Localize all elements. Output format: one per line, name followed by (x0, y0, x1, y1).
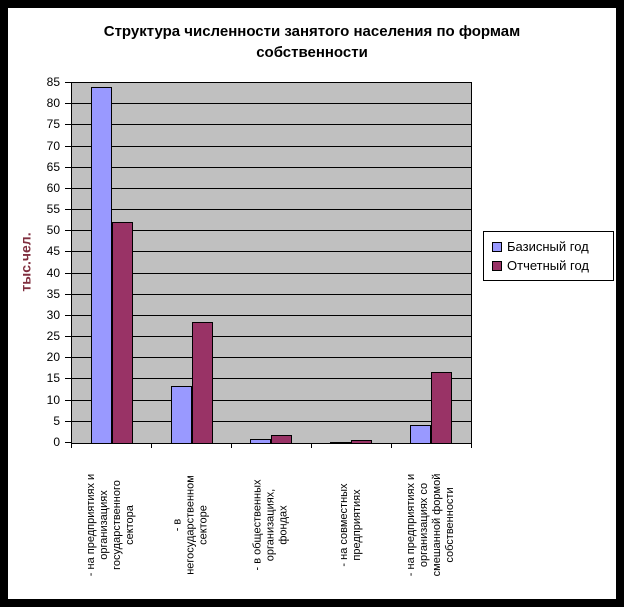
x-axis-label: - на совместных предприятиях (338, 483, 363, 567)
bar-groups (72, 83, 471, 443)
y-tick-mark (65, 82, 71, 83)
chart-canvas: Структура численности занятого населения… (8, 8, 616, 599)
y-tick-label: 30 (46, 307, 60, 322)
x-tick-mark (391, 443, 392, 448)
y-tick-mark (65, 187, 71, 189)
bar (250, 438, 272, 443)
y-tick-label: 55 (46, 202, 60, 217)
gridline (72, 357, 471, 359)
y-tick-label: 65 (46, 159, 60, 174)
gridline (72, 293, 471, 295)
bar-group (72, 83, 152, 443)
y-tick-mark (65, 378, 71, 380)
bar-group (391, 83, 471, 443)
y-tick-mark (65, 251, 71, 253)
bar (271, 435, 293, 443)
bar (351, 440, 373, 443)
y-tick-label: 20 (46, 350, 60, 365)
x-axis-label-cell: - на совместных предприятиях (311, 450, 391, 599)
bar-group (232, 83, 312, 443)
bar (191, 322, 213, 443)
bar (431, 371, 453, 443)
y-tick-mark (65, 166, 71, 168)
x-tick-mark (151, 443, 152, 448)
bar (90, 87, 112, 443)
y-tick-mark (65, 124, 71, 126)
gridline (72, 230, 471, 232)
bar (111, 221, 133, 443)
y-tick-mark (65, 357, 71, 359)
y-tick-mark (65, 399, 71, 401)
gridline (72, 209, 471, 211)
y-tick-label: 25 (46, 329, 60, 344)
bar (330, 442, 352, 443)
y-tick-mark (65, 209, 71, 211)
gridline (72, 145, 471, 147)
y-tick-mark (65, 145, 71, 147)
gridline (72, 272, 471, 274)
gridline (72, 124, 471, 126)
y-tick-mark (65, 442, 71, 443)
x-tick-mark (471, 443, 472, 448)
y-tick-label: 50 (46, 223, 60, 238)
y-tick-label: 0 (53, 435, 60, 449)
y-tick-label: 80 (46, 96, 60, 111)
gridline (72, 378, 471, 380)
gridline (72, 166, 471, 168)
x-axis-label-cell: - на предприятиях и организациях со смеш… (391, 450, 471, 599)
y-axis: 0 5 10 15 20 25 30 35 40 45 50 55 60 65 70 75 80 85 (8, 75, 71, 449)
y-tick-label: 40 (46, 265, 60, 280)
y-tick-mark (65, 336, 71, 338)
x-tick-mark (231, 443, 232, 448)
x-axis-label: - в негосударственном секторе (171, 475, 210, 575)
y-tick-label: 35 (46, 286, 60, 301)
gridline (72, 187, 471, 189)
gridline (72, 420, 471, 422)
legend-label: Базисный год (507, 239, 589, 254)
x-axis-label-cell: - в негосударственном секторе (151, 450, 231, 599)
bar (170, 385, 192, 443)
y-tick-mark (65, 272, 71, 274)
y-tick-label: 45 (46, 244, 60, 259)
x-axis-label: - на предприятиях и организациях со смеш… (405, 473, 456, 577)
y-tick-label: 60 (46, 180, 60, 195)
x-axis-label: - на предприятиях и организациях государ… (85, 473, 136, 577)
y-tick-label: 85 (46, 75, 60, 89)
legend-swatch (492, 241, 502, 252)
y-tick-label: 75 (46, 117, 60, 132)
x-axis-label-cell: - на предприятиях и организациях государ… (71, 450, 151, 599)
gridline (72, 399, 471, 401)
legend-item: Базисный год (492, 239, 613, 254)
legend-item: Отчетный год (492, 258, 613, 273)
x-axis-label: - в общественных организациях, фондах (251, 479, 290, 571)
y-tick-mark (65, 420, 71, 422)
y-tick-mark (65, 293, 71, 295)
x-axis-labels: - на предприятиях и организациях государ… (71, 450, 471, 599)
y-tick-mark (65, 314, 71, 316)
chart-title: Структура численности занятого населения… (103, 23, 521, 61)
gridline (72, 103, 471, 105)
x-axis-ticks (71, 443, 472, 449)
plot-area (71, 82, 472, 444)
gridline (72, 82, 471, 83)
y-tick-mark (65, 103, 71, 105)
y-tick-label: 70 (46, 138, 60, 153)
x-tick-mark (71, 443, 72, 448)
x-axis-label-cell: - в общественных организациях, фондах (231, 450, 311, 599)
gridline (72, 336, 471, 338)
y-tick-label: 10 (46, 392, 60, 407)
bar-group (152, 83, 232, 443)
legend: Базисный год Отчетный год (483, 231, 614, 281)
bar-group (311, 83, 391, 443)
legend-swatch (492, 260, 502, 271)
x-tick-mark (311, 443, 312, 448)
y-tick-label: 5 (53, 413, 60, 428)
y-tick-label: 15 (46, 371, 60, 386)
legend-label: Отчетный год (507, 258, 589, 273)
y-tick-mark (65, 230, 71, 232)
gridline (72, 314, 471, 316)
gridline (72, 251, 471, 253)
bar (410, 425, 432, 443)
